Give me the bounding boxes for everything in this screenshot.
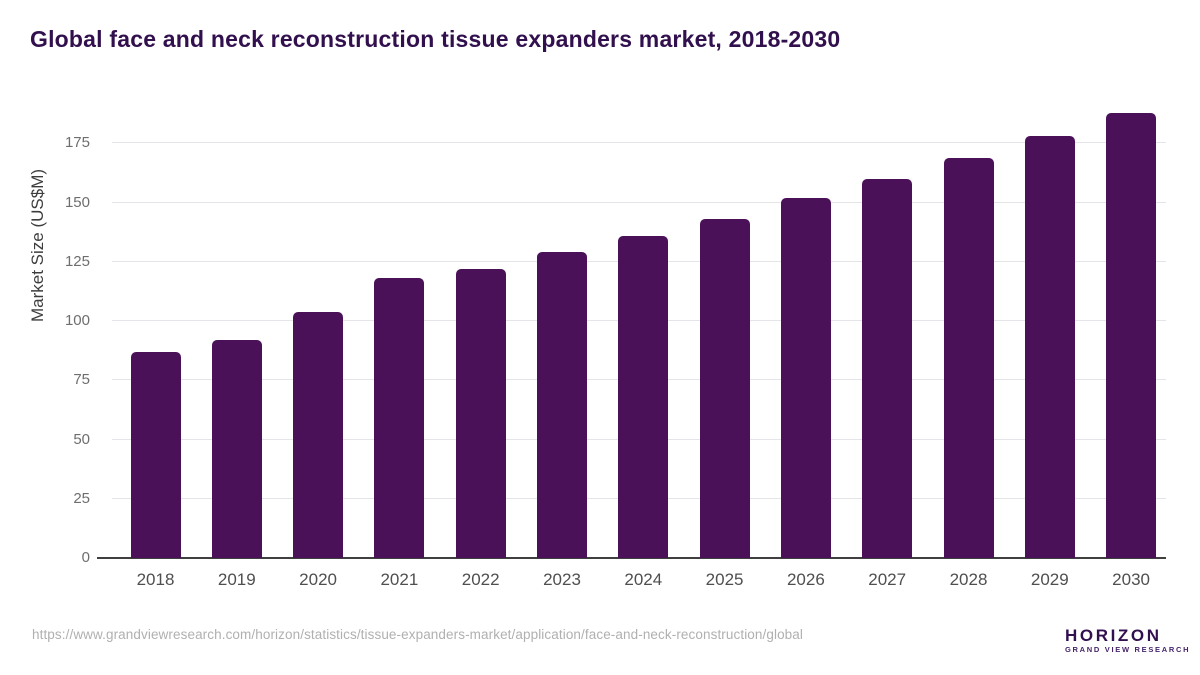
bar-2021[interactable]	[374, 278, 425, 558]
x-tick-label-2029: 2029	[1030, 570, 1069, 589]
horizon-logo: HORIZON GRAND VIEW RESEARCH	[1020, 621, 1190, 658]
x-axis-line	[97, 557, 1166, 559]
logo-reflection-dash	[1033, 641, 1044, 644]
x-tick-label-2020: 2020	[299, 570, 337, 589]
y-tick-label-25: 25	[73, 489, 90, 507]
x-tick-label-2028: 2028	[949, 570, 988, 589]
logo-text: HORIZON GRAND VIEW RESEARCH	[1065, 626, 1190, 654]
bar-2027[interactable]	[862, 178, 913, 558]
source-url: https://www.grandviewresearch.com/horizo…	[32, 627, 803, 642]
x-tick-label-2025: 2025	[705, 570, 744, 589]
bar-2022[interactable]	[455, 268, 506, 558]
chart-title: Global face and neck reconstruction tiss…	[30, 26, 841, 52]
bar-2029[interactable]	[1024, 136, 1075, 558]
bar-2026[interactable]	[780, 197, 831, 558]
x-tick-label-2022: 2022	[461, 570, 500, 589]
bar-2030[interactable]	[1106, 112, 1157, 558]
x-tick-label-2023: 2023	[543, 570, 581, 589]
logo-reflection-dash	[1035, 645, 1042, 648]
y-tick-label-150: 150	[64, 193, 90, 211]
y-tick-label-175: 175	[64, 134, 90, 152]
gridline-175	[112, 142, 1166, 144]
y-tick-label-125: 125	[64, 252, 90, 270]
x-tick-label-2024: 2024	[624, 570, 663, 589]
bar-2019[interactable]	[211, 340, 262, 558]
logo-title: HORIZON	[1065, 625, 1162, 645]
x-tick-label-2027: 2027	[868, 570, 907, 589]
bar-2028[interactable]	[943, 157, 994, 558]
x-tick-label-2026: 2026	[786, 570, 825, 589]
bar-2018[interactable]	[130, 351, 181, 558]
bar-chart-plot-area: 0 25 50 75 100 125 150 175 2018 2019 2020 2021 2022 2…	[65, 96, 1166, 589]
y-tick-label-0: 0	[81, 549, 90, 566]
gridline-150	[112, 201, 1166, 203]
bar-2024[interactable]	[618, 235, 669, 558]
bar-2023[interactable]	[537, 252, 587, 558]
x-tick-label-2030: 2030	[1112, 570, 1150, 589]
x-tick-label-2021: 2021	[380, 570, 419, 589]
bar-2020[interactable]	[293, 311, 344, 558]
logo-sun-shape	[1031, 632, 1046, 640]
x-tick-label-2018: 2018	[136, 570, 175, 589]
x-tick-label-2019: 2019	[217, 570, 256, 589]
sun-horizon-icon	[1020, 621, 1057, 658]
y-tick-label-50: 50	[73, 430, 90, 448]
logo-subtitle: GRAND VIEW RESEARCH	[1065, 644, 1191, 654]
y-tick-label-100: 100	[64, 312, 90, 330]
y-tick-label-75: 75	[73, 371, 90, 389]
bar-2025[interactable]	[699, 219, 750, 558]
